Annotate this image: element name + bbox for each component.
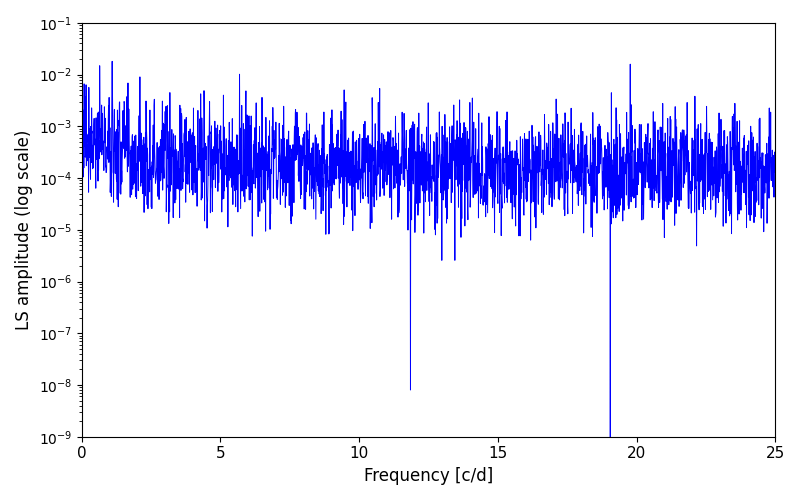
X-axis label: Frequency [c/d]: Frequency [c/d] — [364, 467, 493, 485]
Y-axis label: LS amplitude (log scale): LS amplitude (log scale) — [15, 130, 33, 330]
